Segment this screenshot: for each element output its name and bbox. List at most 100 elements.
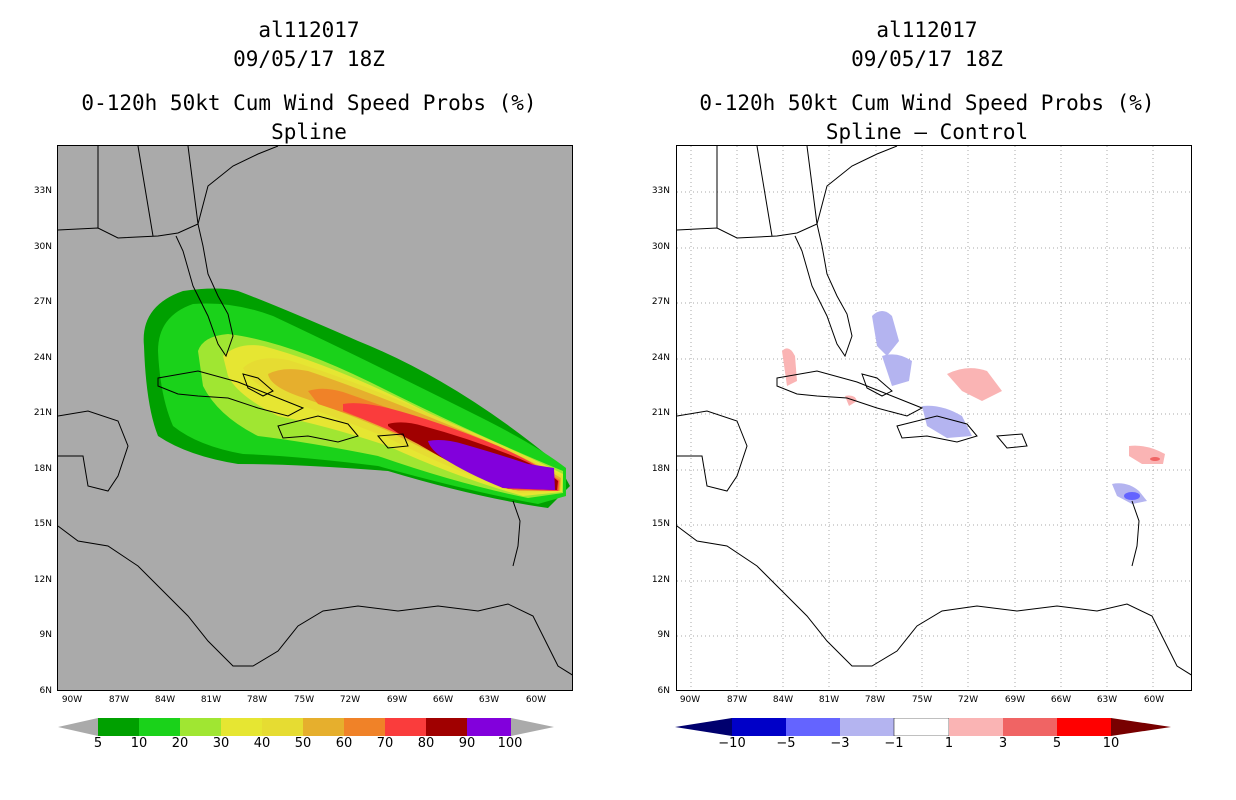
- prob-band-90: [428, 440, 555, 490]
- colorbar-swatch: [385, 718, 426, 736]
- neg-core: [1124, 492, 1140, 500]
- neg-blob: [872, 311, 899, 356]
- lat-label: 27N: [33, 297, 52, 307]
- colorbar-label: 100: [497, 736, 523, 751]
- lon-label: 81W: [818, 695, 840, 705]
- lat-label: 24N: [651, 353, 670, 363]
- colorbar-low-arrow: [58, 718, 98, 736]
- probability-map: [57, 145, 573, 691]
- pos-core: [1150, 457, 1160, 461]
- colorbar-label: 5: [93, 736, 103, 751]
- colorbar-swatch: [949, 718, 1003, 736]
- pos-blob: [782, 348, 797, 386]
- lat-label: 33N: [33, 186, 52, 196]
- lat-label: 21N: [651, 408, 670, 418]
- lon-label: 84W: [154, 695, 176, 705]
- colorbar-label: 3: [998, 736, 1008, 751]
- colorbar-swatch: [840, 718, 894, 736]
- colorbar-swatch: [426, 718, 467, 736]
- lat-label: 15N: [33, 519, 52, 529]
- lat-label: 33N: [651, 186, 670, 196]
- colorbar-label: 90: [458, 736, 476, 751]
- colorbar: [58, 718, 554, 736]
- lat-label: 18N: [33, 464, 52, 474]
- lon-label: 66W: [432, 695, 454, 705]
- pos-blob: [947, 368, 1002, 401]
- colorbar-label: 60: [335, 736, 353, 751]
- lat-label: 21N: [33, 408, 52, 418]
- colorbar-label: 50: [294, 736, 312, 751]
- datetime: 09/05/17 18Z: [233, 47, 385, 71]
- colorbar-swatch: [1057, 718, 1111, 736]
- lon-label: 69W: [386, 695, 408, 705]
- lat-label: 18N: [651, 464, 670, 474]
- lon-label: 84W: [772, 695, 794, 705]
- colorbar-swatch: [467, 718, 511, 736]
- colorbar-label: 80: [417, 736, 435, 751]
- lat-label: 12N: [33, 575, 52, 585]
- neg-blob: [882, 354, 912, 386]
- lat-label: 6N: [657, 686, 670, 696]
- colorbar-low-arrow: [675, 718, 732, 736]
- colorbar-high-arrow: [511, 718, 554, 736]
- colorbar-swatch: [893, 718, 950, 736]
- left-panel: al112017 09/05/17 18Z 0-120h 50kt Cum Wi…: [33, 18, 573, 751]
- lon-label: 63W: [478, 695, 500, 705]
- map-svg: [677, 146, 1191, 690]
- lat-label: 6N: [39, 686, 52, 696]
- colorbar-swatch: [1003, 718, 1057, 736]
- colorbar-label: 40: [253, 736, 271, 751]
- lon-label: 87W: [726, 695, 748, 705]
- colorbar-swatch: [732, 718, 786, 736]
- colorbar-swatch: [786, 718, 840, 736]
- colorbar: [675, 718, 1171, 736]
- colorbar-label: 70: [376, 736, 394, 751]
- map-svg: [58, 146, 572, 676]
- colorbar-label: 20: [171, 736, 189, 751]
- colorbar-swatch: [303, 718, 344, 736]
- difference-blobs: [782, 311, 1165, 504]
- pos-blob: [1129, 445, 1165, 464]
- colorbar-swatch: [221, 718, 262, 736]
- colorbar-high-arrow: [1111, 718, 1171, 736]
- storm-id: al112017: [258, 18, 360, 42]
- colorbar-label: 5: [1052, 736, 1062, 751]
- lon-label: 63W: [1096, 695, 1118, 705]
- grid-lines: [677, 146, 1191, 690]
- lon-label: 81W: [200, 695, 222, 705]
- lat-label: 27N: [651, 297, 670, 307]
- lon-label: 78W: [246, 695, 268, 705]
- storm-id: al112017: [876, 18, 978, 42]
- subtitle: Spline – Control: [825, 120, 1029, 144]
- lon-label: 75W: [293, 695, 315, 705]
- probability-plume: [143, 288, 570, 508]
- lat-label: 24N: [33, 353, 52, 363]
- colorbar-swatch: [139, 718, 180, 736]
- colorbar-swatch: [262, 718, 303, 736]
- lon-label: 66W: [1050, 695, 1072, 705]
- product-title: 0-120h 50kt Cum Wind Speed Probs (%): [699, 91, 1155, 115]
- colorbar-label: 10: [130, 736, 148, 751]
- lon-label: 69W: [1004, 695, 1026, 705]
- map-coastlines: [58, 146, 572, 676]
- datetime: 09/05/17 18Z: [851, 47, 1003, 71]
- colorbar-swatch: [98, 718, 139, 736]
- colorbar-label: −3: [830, 736, 850, 751]
- lat-label: 30N: [651, 242, 670, 252]
- colorbar-label: −5: [776, 736, 796, 751]
- colorbar-label: 30: [212, 736, 230, 751]
- right-panel: al112017 09/05/17 18Z 0-120h 50kt Cum Wi…: [618, 0, 1236, 800]
- lon-label: 78W: [864, 695, 886, 705]
- lon-label: 75W: [911, 695, 933, 705]
- lon-label: 72W: [339, 695, 361, 705]
- lat-label: 12N: [651, 575, 670, 585]
- colorbar-label: 1: [944, 736, 954, 751]
- lat-label: 9N: [657, 630, 670, 640]
- lat-label: 9N: [39, 630, 52, 640]
- product-title: 0-120h 50kt Cum Wind Speed Probs (%): [81, 91, 537, 115]
- colorbar-swatch: [180, 718, 221, 736]
- difference-map: [676, 145, 1192, 691]
- colorbar-swatch: [344, 718, 385, 736]
- lon-label: 87W: [108, 695, 130, 705]
- neg-blob: [922, 405, 972, 438]
